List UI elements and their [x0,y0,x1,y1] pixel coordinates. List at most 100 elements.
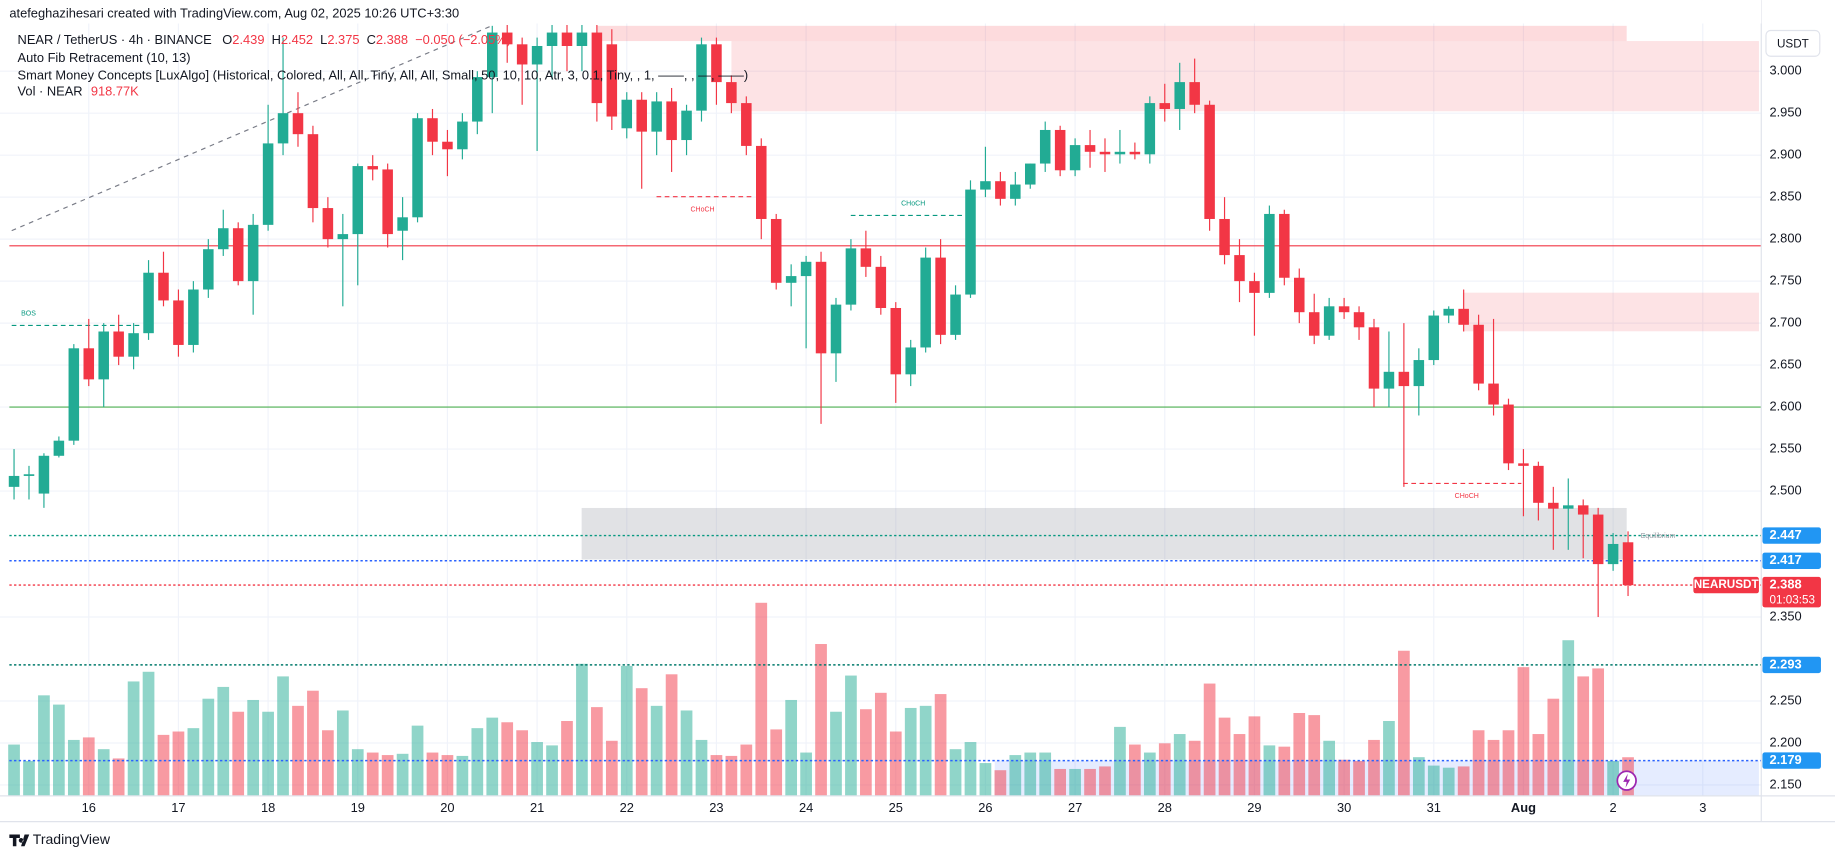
volume-bar [1353,760,1365,796]
y-tick-label: 2.200 [1769,734,1801,749]
candle-body [711,44,722,83]
volume-bar [1069,768,1081,796]
candle-body [113,331,124,357]
volume-bar [157,734,170,796]
candle-body [337,234,349,240]
candle-body [591,32,603,104]
x-tick-label: 26 [978,800,992,815]
choch-label: CHoCH [690,206,714,213]
candle-body [1458,308,1469,325]
volume-bar [501,722,514,796]
candle-body [1338,306,1350,313]
x-tick-label: 20 [440,800,454,815]
candle-body [815,261,827,354]
volume-bar [1099,766,1111,796]
equilibrium-label: Equilibrium [1641,533,1676,540]
candle-body [1264,213,1275,293]
volume-bar [635,688,648,796]
candle-body [770,218,782,283]
volume-bar [591,707,603,796]
indicator[interactable]: Smart Money Concepts [LuxAlgo] (Historic… [18,68,749,83]
header-bg [0,0,1762,24]
volume-bar [1188,740,1201,796]
x-tick-label: 28 [1158,800,1172,815]
volume-bar [531,742,543,796]
volume-bar [1383,721,1395,796]
candle-body [232,228,244,282]
volume-bar [800,752,812,796]
currency[interactable]: USDT [1777,38,1809,51]
candle-body [188,289,199,345]
price-tag [1762,527,1821,544]
volume-bar [845,675,857,796]
candle-body [397,217,408,231]
candle-body [1039,129,1051,164]
volume-bar [979,763,992,796]
volume-bar [336,710,349,796]
volume-bar [561,721,573,796]
candle-body [158,272,169,301]
x-tick-label: 21 [530,800,544,815]
volume-bar [187,728,200,796]
x-tick-label: 3 [1699,800,1706,815]
candle-body [1518,463,1529,466]
x-tick-label: 22 [620,800,634,815]
volume-bar [456,755,469,796]
x-tick-label: 31 [1427,800,1441,815]
volume-bar [815,644,827,796]
y-tick-label: 2.700 [1769,315,1801,330]
volume-bar [1412,757,1425,796]
price-tag-label: 2.179 [1769,752,1801,767]
x-tick-label: 29 [1247,800,1261,815]
candle-body [1219,218,1230,256]
candle-body [1129,151,1141,155]
volume-bar [1338,759,1350,796]
ohlc-key: H [272,32,281,47]
volume-bar [725,755,738,796]
volume-bar [1173,734,1186,796]
supply-zone [1462,292,1759,332]
candle-body [8,475,20,487]
volume-bar [1039,752,1052,796]
price-tag-label: 2.293 [1769,656,1801,671]
volume-bar [1427,765,1440,796]
volume-bar [1143,752,1156,796]
volume-bar [366,752,379,796]
candle-body [756,145,767,219]
volume-bar [53,704,65,796]
candle-body [1249,281,1260,293]
candle-body [442,141,453,150]
x-tick-label: 16 [82,800,96,815]
volume-bar [471,728,484,796]
candle-body [905,347,916,375]
candle-body [651,101,662,132]
candle-body [1189,82,1200,105]
currency-button[interactable] [1765,29,1821,57]
volume-bar [576,663,588,796]
volume-legend: Vol · NEAR 918.77K [18,84,140,99]
volume-bar [1203,683,1216,796]
candle-body [1353,312,1365,328]
candle-body [681,110,692,141]
candle-body [561,32,573,46]
volume-bar [1278,746,1291,796]
candle-body [606,44,618,117]
candle-body [23,474,35,476]
volume-bar [112,758,125,796]
candle-body [98,331,109,380]
volume-bar [127,681,140,796]
volume-bar [351,749,364,796]
bos-label: BOS [21,311,36,318]
volume-bar [860,709,872,796]
symbol-tag-label: NEARUSDT [1694,578,1760,591]
indicator[interactable]: Auto Fib Retracement (10, 13) [18,50,191,65]
candle-body [666,101,677,141]
change: −0.050 (−2.05%) [415,32,511,47]
volume-bar [1547,698,1560,796]
x-tick-label: 18 [261,800,275,815]
y-tick-label: 2.750 [1769,273,1801,288]
ohlc-key: L [320,32,327,47]
volume-bar [740,744,753,796]
symbol-tag [1693,576,1759,594]
